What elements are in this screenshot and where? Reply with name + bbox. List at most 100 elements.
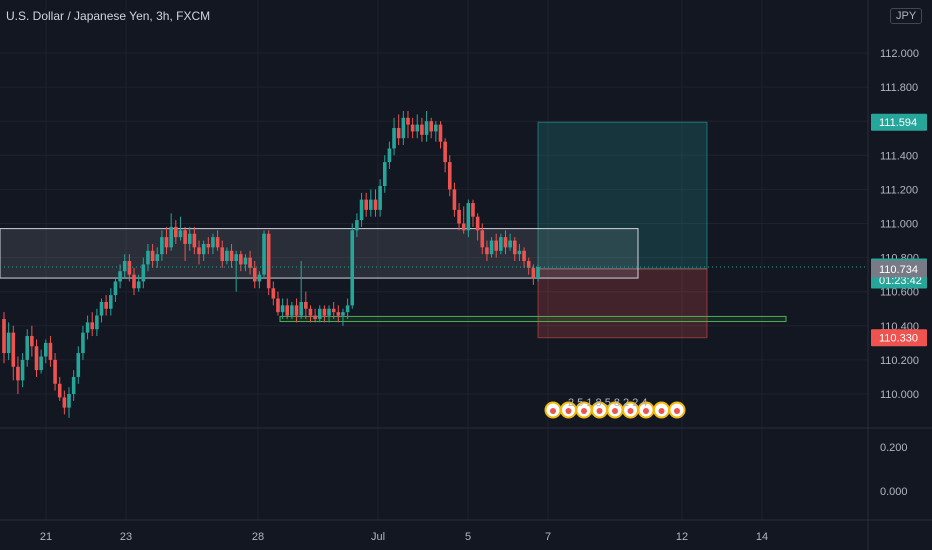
price-tag-take-profit[interactable]: [871, 113, 927, 131]
candle-body[interactable]: [109, 295, 113, 309]
candle-body[interactable]: [252, 267, 257, 282]
candle-body[interactable]: [99, 301, 104, 316]
resistance-zone[interactable]: [0, 228, 639, 279]
candle-body[interactable]: [443, 141, 447, 163]
candle-body[interactable]: [308, 308, 313, 316]
candle-body[interactable]: [317, 308, 322, 319]
candle-body[interactable]: [57, 383, 62, 398]
candle-body[interactable]: [280, 305, 285, 313]
candle-body[interactable]: [90, 322, 95, 330]
candle-body[interactable]: [517, 250, 522, 255]
candle-body[interactable]: [503, 237, 508, 248]
long-position-stop[interactable]: [537, 268, 708, 339]
price-tag-stop-loss[interactable]: [871, 329, 927, 347]
candle-body[interactable]: [34, 346, 39, 371]
candle-body[interactable]: [461, 223, 466, 231]
candle-body[interactable]: [489, 240, 494, 255]
candle-body[interactable]: [373, 199, 378, 210]
candle-body[interactable]: [336, 312, 341, 316]
candle-body[interactable]: [364, 199, 368, 210]
candle-body[interactable]: [220, 247, 225, 262]
candle-body[interactable]: [452, 189, 457, 210]
candle-body[interactable]: [415, 124, 420, 132]
candle-body[interactable]: [6, 332, 11, 354]
candle-body[interactable]: [257, 274, 262, 282]
candle-body[interactable]: [466, 203, 471, 231]
candle-body[interactable]: [345, 305, 350, 313]
candle-body[interactable]: [53, 359, 57, 384]
candle-body[interactable]: [187, 233, 192, 244]
candle-body[interactable]: [494, 240, 499, 251]
candle-body[interactable]: [225, 250, 229, 262]
candle-body[interactable]: [211, 237, 215, 248]
candle-body[interactable]: [201, 243, 206, 255]
candle-body[interactable]: [95, 315, 99, 330]
candle-body[interactable]: [359, 199, 364, 221]
candle-body[interactable]: [475, 216, 480, 231]
candle-body[interactable]: [299, 301, 303, 316]
support-zone[interactable]: [279, 315, 787, 323]
candle-body[interactable]: [526, 261, 531, 268]
candle-body[interactable]: [350, 230, 355, 306]
candle-body[interactable]: [480, 230, 485, 248]
candle-body[interactable]: [531, 267, 536, 279]
candle-body[interactable]: [410, 124, 415, 132]
candle-body[interactable]: [234, 254, 238, 262]
candle-body[interactable]: [457, 209, 461, 224]
candle-body[interactable]: [512, 240, 517, 255]
candle-body[interactable]: [276, 298, 280, 313]
candle-body[interactable]: [67, 394, 71, 408]
candle-body[interactable]: [355, 220, 359, 231]
candle-body[interactable]: [341, 312, 345, 316]
candle-body[interactable]: [160, 237, 164, 255]
candle-body[interactable]: [178, 230, 183, 238]
candle-body[interactable]: [304, 301, 308, 309]
price-tag-entry[interactable]: [871, 260, 927, 278]
candle-body[interactable]: [382, 162, 387, 186]
candle-body[interactable]: [20, 359, 25, 381]
candle-body[interactable]: [327, 308, 331, 316]
candle-body[interactable]: [169, 226, 173, 248]
candle-body[interactable]: [243, 257, 248, 265]
candle-body[interactable]: [150, 250, 155, 262]
candle-body[interactable]: [429, 121, 433, 132]
candle-body[interactable]: [62, 397, 67, 408]
candle-body[interactable]: [522, 250, 526, 262]
candle-body[interactable]: [536, 266, 540, 279]
candle-body[interactable]: [11, 332, 16, 367]
candle-body[interactable]: [285, 305, 290, 316]
candle-body[interactable]: [104, 301, 108, 309]
candle-body[interactable]: [424, 121, 429, 135]
candle-body[interactable]: [118, 271, 122, 282]
candle-body[interactable]: [81, 332, 85, 354]
candle-body[interactable]: [141, 264, 146, 282]
candle-body[interactable]: [113, 281, 118, 296]
candle-body[interactable]: [132, 274, 136, 289]
candle-body[interactable]: [499, 237, 503, 251]
candle-body[interactable]: [2, 318, 6, 354]
candle-body[interactable]: [262, 233, 266, 275]
candle-body[interactable]: [369, 199, 373, 210]
candle-body[interactable]: [85, 322, 90, 333]
candle-body[interactable]: [485, 247, 489, 255]
candle-body[interactable]: [71, 376, 76, 394]
candle-body[interactable]: [434, 124, 438, 132]
candle-body[interactable]: [25, 336, 30, 360]
candle-body[interactable]: [16, 366, 20, 381]
candle-body[interactable]: [239, 254, 243, 265]
candle-body[interactable]: [215, 237, 220, 248]
candle-body[interactable]: [401, 117, 406, 139]
candle-body[interactable]: [248, 257, 252, 268]
candle-body[interactable]: [76, 353, 81, 377]
candle-body[interactable]: [438, 124, 443, 142]
candle-body[interactable]: [164, 237, 169, 248]
candle-body[interactable]: [155, 254, 160, 262]
candle-body[interactable]: [392, 128, 396, 149]
candle-body[interactable]: [378, 185, 382, 210]
candle-body[interactable]: [127, 261, 132, 275]
candle-body[interactable]: [30, 336, 34, 347]
candle-body[interactable]: [183, 230, 187, 244]
candle-body[interactable]: [420, 124, 424, 135]
candle-body[interactable]: [271, 288, 276, 299]
candle-body[interactable]: [229, 250, 234, 262]
